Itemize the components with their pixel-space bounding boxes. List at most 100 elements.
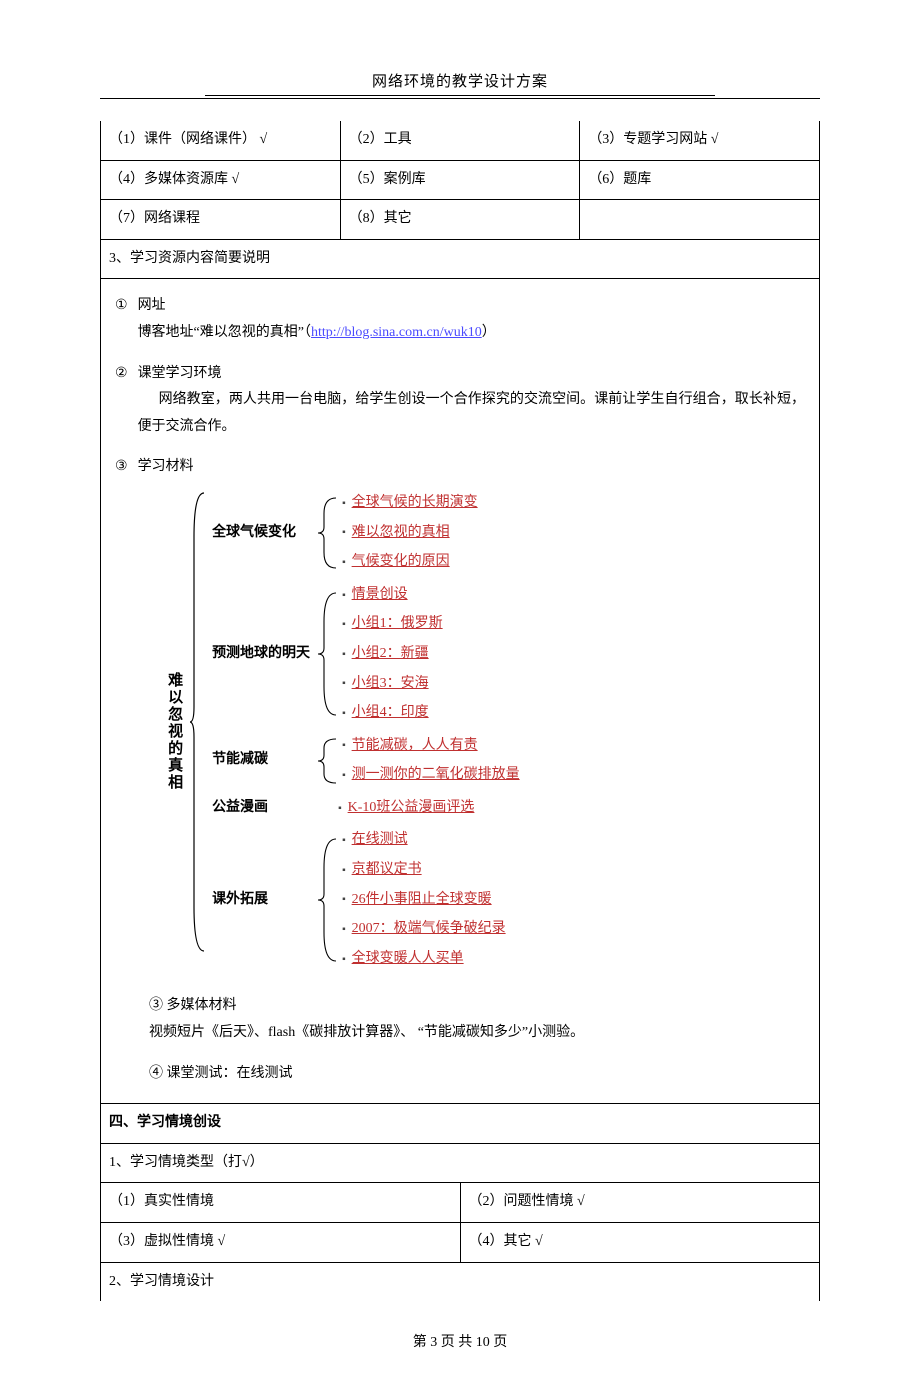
item-env-text: 网络教室，两人共用一台电脑，给学生创设一个合作探究的交流空间。课前让学生自行组合…	[138, 387, 805, 440]
situation-2: （2）问题性情境 √	[460, 1183, 820, 1222]
tree-branch: 公益漫画 K-10班公益漫画评选	[208, 792, 520, 825]
tree-branch: 全球气候变化全球气候的长期演变难以忽视的真相气候变化的原因	[208, 487, 520, 579]
branch-item: 节能减碳，人人有责	[342, 733, 520, 760]
resource-type-6: （6）题库	[580, 160, 820, 200]
branch-item-list: 情景创设小组1：俄罗斯小组2：新疆小组3：安海小组4：印度	[342, 579, 443, 730]
item-url-text-b: ）	[482, 325, 496, 340]
header-title: 网络环境的教学设计方案	[372, 74, 548, 90]
item-url-text-a: 博客地址“难以忽视的真相”（	[138, 325, 311, 340]
resource-type-8: （8）其它	[340, 200, 580, 240]
item-url-label: 网址	[138, 298, 166, 313]
branch-item: 小组3：安海	[342, 671, 443, 698]
branch-item: 2007：极端气候争破纪录	[342, 916, 506, 943]
resource-type-5: （5）案例库	[340, 160, 580, 200]
circle-1: ①	[115, 293, 128, 346]
tree-branch: 节能减碳节能减碳，人人有责测一测你的二氧化碳排放量	[208, 730, 520, 792]
branch-item: 在线测试	[342, 827, 506, 854]
root-bracket	[190, 487, 208, 976]
branch-label: 节能减碳	[208, 747, 316, 774]
circle-2: ②	[115, 361, 128, 441]
resource-type-3: （3）专题学习网站 √	[580, 121, 820, 160]
tree-branch: 课外拓展 在线测试京都议定书 26件小事阻止全球变暖2007：极端气候争破纪录全球变…	[208, 824, 520, 975]
situation-4: （4）其它 √	[460, 1223, 820, 1263]
tree-branches: 全球气候变化全球气候的长期演变难以忽视的真相气候变化的原因预测地球的明天情景创设…	[208, 487, 520, 976]
resource-desc-content: ① 网址 博客地址“难以忽视的真相”（http://blog.sina.com.…	[101, 279, 820, 1104]
branch-item-link[interactable]: 小组1：俄罗斯	[352, 611, 443, 638]
branch-label: 公益漫画	[208, 795, 316, 822]
resource-type-7: （7）网络课程	[101, 200, 341, 240]
branch-bracket	[316, 494, 342, 572]
branch-label: 全球气候变化	[208, 520, 316, 547]
tree-diagram: 难以忽视的真相 全球气候变化全球气候的长期演变难以忽视的真相气候变化的原因预测地…	[158, 487, 805, 976]
circle-3b: ③	[149, 998, 163, 1013]
branch-item-link[interactable]: 小组3：安海	[352, 671, 429, 698]
circle-3: ③	[115, 454, 128, 975]
branch-bracket	[316, 589, 342, 719]
branch-label: 预测地球的明天	[208, 641, 316, 668]
resource-desc-header: 3、学习资源内容简要说明	[101, 239, 820, 279]
branch-item: 京都议定书	[342, 857, 506, 884]
item-materials: ③ 学习材料 难以忽视的真相 全球气候变化全球气候的长期演变难以忽视的真相气候变…	[115, 454, 805, 975]
branch-item: 全球变暖人人买单	[342, 946, 506, 973]
branch-item-link[interactable]: 京都议定书	[352, 857, 422, 884]
branch-item-link[interactable]: 全球变暖人人买单	[352, 946, 464, 973]
item-env-label: 课堂学习环境	[138, 366, 222, 381]
branch-item-link[interactable]: 2007：极端气候争破纪录	[352, 916, 506, 943]
branch-item-link[interactable]: 气候变化的原因	[352, 549, 450, 576]
branch-item: 小组1：俄罗斯	[342, 611, 443, 638]
main-table: （1）课件（网络课件） √ （2）工具 （3）专题学习网站 √ （4）多媒体资源…	[100, 121, 820, 1183]
item-env: ② 课堂学习环境 网络教室，两人共用一台电脑，给学生创设一个合作探究的交流空间。…	[115, 361, 805, 441]
branch-item-list: K-10班公益漫画评选	[338, 792, 474, 825]
branch-item-link[interactable]: 测一测你的二氧化碳排放量	[352, 762, 520, 789]
item-multimedia: ③ 多媒体材料 视频短片《后天》、flash《碳排放计算器》、 “节能减碳知多少…	[149, 993, 805, 1046]
resource-type-1: （1）课件（网络课件） √	[101, 121, 341, 160]
test-label: 课堂测试：在线测试	[167, 1066, 293, 1081]
branch-item: K-10班公益漫画评选	[338, 795, 474, 822]
situation-type-header: 1、学习情境类型（打√）	[101, 1143, 820, 1183]
branch-item-link[interactable]: 小组2：新疆	[352, 641, 429, 668]
situation-design-header: 2、学习情境设计	[101, 1262, 820, 1301]
section-4-heading: 四、学习情境创设	[101, 1104, 820, 1144]
page: 网络环境的教学设计方案 （1）课件（网络课件） √ （2）工具 （3）专题学习网…	[0, 0, 920, 1391]
blog-link[interactable]: http://blog.sina.com.cn/wuk10	[311, 325, 482, 340]
branch-item-list: 在线测试京都议定书 26件小事阻止全球变暖2007：极端气候争破纪录全球变暖人人买…	[342, 824, 506, 975]
branch-item-list: 节能减碳，人人有责测一测你的二氧化碳排放量	[342, 730, 520, 792]
item-test: ④ 课堂测试：在线测试	[149, 1061, 805, 1088]
branch-item-link[interactable]: 26件小事阻止全球变暖	[352, 887, 492, 914]
item-url: ① 网址 博客地址“难以忽视的真相”（http://blog.sina.com.…	[115, 293, 805, 346]
branch-item: 情景创设	[342, 582, 443, 609]
situation-table: （1）真实性情境 （2）问题性情境 √ （3）虚拟性情境 √ （4）其它 √ 2…	[100, 1183, 820, 1301]
branch-item-link[interactable]: 难以忽视的真相	[352, 520, 450, 547]
tree-branch: 预测地球的明天情景创设小组1：俄罗斯小组2：新疆小组3：安海小组4：印度	[208, 579, 520, 730]
branch-item: 气候变化的原因	[342, 549, 478, 576]
multimedia-label: 多媒体材料	[167, 998, 237, 1013]
situation-1: （1）真实性情境	[101, 1183, 461, 1222]
branch-item-link[interactable]: 小组4：印度	[352, 700, 429, 727]
branch-bracket	[316, 735, 342, 787]
branch-item: 小组2：新疆	[342, 641, 443, 668]
branch-item: 测一测你的二氧化碳排放量	[342, 762, 520, 789]
branch-bracket	[316, 835, 342, 965]
multimedia-text: 视频短片《后天》、flash《碳排放计算器》、 “节能减碳知多少”小测验。	[149, 1025, 584, 1040]
page-footer: 第 3 页 共 10 页	[100, 1331, 820, 1351]
tree-root-label: 难以忽视的真相	[158, 487, 191, 976]
branch-item: 全球气候的长期演变	[342, 490, 478, 517]
situation-3: （3）虚拟性情境 √	[101, 1223, 461, 1263]
resource-type-4: （4）多媒体资源库 √	[101, 160, 341, 200]
branch-item-link[interactable]: 在线测试	[352, 827, 408, 854]
branch-item-list: 全球气候的长期演变难以忽视的真相气候变化的原因	[342, 487, 478, 579]
branch-item-link[interactable]: 全球气候的长期演变	[352, 490, 478, 517]
page-header: 网络环境的教学设计方案	[100, 70, 820, 101]
branch-item: 小组4：印度	[342, 700, 443, 727]
branch-label: 课外拓展	[208, 887, 316, 914]
branch-item-link[interactable]: 节能减碳，人人有责	[352, 733, 478, 760]
branch-item-link[interactable]: K-10班公益漫画评选	[348, 795, 475, 822]
item-materials-label: 学习材料	[138, 459, 194, 474]
header-underline	[100, 95, 820, 101]
branch-item: 26件小事阻止全球变暖	[342, 887, 506, 914]
branch-item-link[interactable]: 情景创设	[352, 582, 408, 609]
circle-4: ④	[149, 1066, 163, 1081]
resource-type-blank	[580, 200, 820, 240]
resource-type-2: （2）工具	[340, 121, 580, 160]
branch-item: 难以忽视的真相	[342, 520, 478, 547]
